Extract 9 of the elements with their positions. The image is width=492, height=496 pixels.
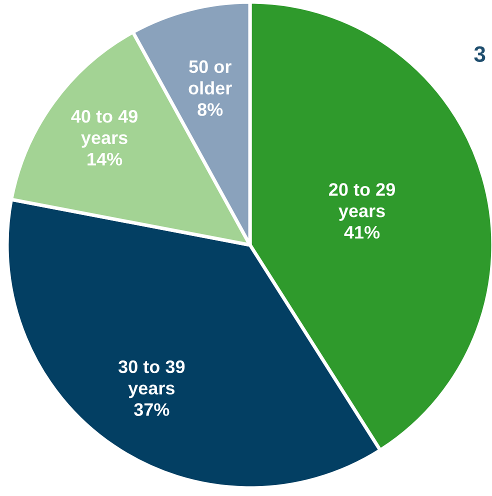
data-label: 37%	[134, 403, 170, 416]
slice-label: 40 to 49 years	[71, 110, 138, 148]
text: 3	[474, 46, 486, 62]
slice-label: 20 to 29 years	[329, 183, 395, 221]
data-label: 8%	[198, 103, 223, 116]
slice-label: 50 or older	[188, 60, 232, 95]
data-label: 41%	[344, 226, 380, 239]
data-label: 14%	[88, 152, 122, 166]
slice-label: 30 to 39 years	[118, 360, 185, 398]
